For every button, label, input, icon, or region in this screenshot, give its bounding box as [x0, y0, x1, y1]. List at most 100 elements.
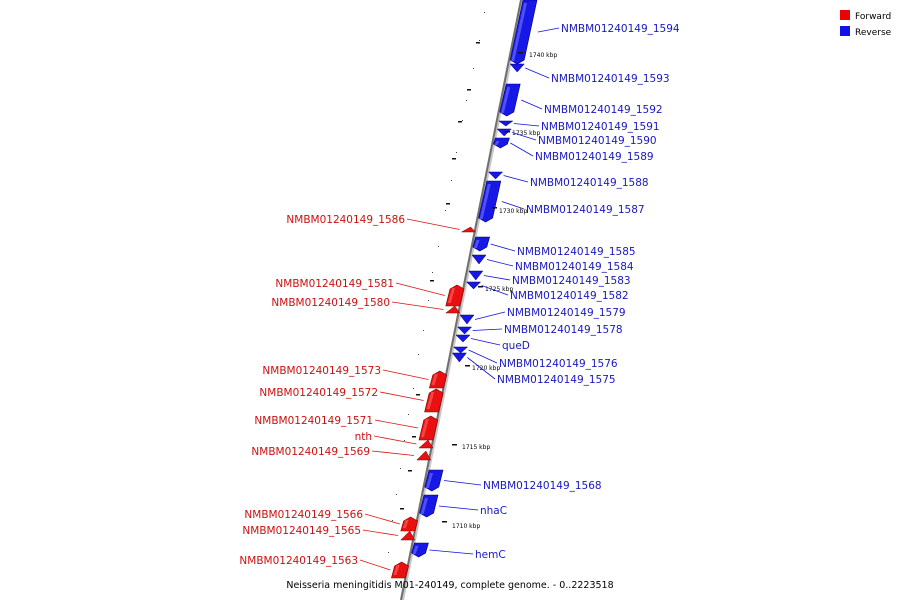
gene-feature-NMBM01240149_1573[interactable]	[429, 370, 448, 389]
gene-leader-line	[501, 201, 525, 210]
gene-label[interactable]: NMBM01240149_1589	[535, 151, 654, 163]
gene-label[interactable]: NMBM01240149_1583	[512, 275, 631, 287]
gene-leader-line	[468, 349, 498, 364]
gene-label[interactable]: nhaC	[480, 505, 507, 517]
ring-dash	[408, 470, 412, 472]
gene-feature-NMBM01240149_1583[interactable]	[468, 270, 484, 281]
gene-feature-NMBM01240149_1569[interactable]	[416, 450, 432, 461]
gene-feature-NMBM01240149_1591[interactable]	[498, 120, 514, 127]
gene-arrow	[498, 120, 514, 127]
gene-arrow	[445, 305, 461, 314]
gene-label[interactable]: NMBM01240149_1578	[504, 324, 623, 336]
gene-label[interactable]: NMBM01240149_1587	[526, 204, 645, 216]
gene-label[interactable]: NMBM01240149_1584	[515, 261, 634, 273]
gene-label[interactable]: NMBM01240149_1573	[262, 365, 381, 377]
ring-dot	[428, 300, 429, 301]
gene-label[interactable]: NMBM01240149_1585	[517, 246, 636, 258]
gene-feature-NMBM01240149_1586[interactable]	[460, 226, 477, 233]
gene-feature-hemC[interactable]	[411, 542, 429, 558]
gene-feature-NMBM01240149_1580[interactable]	[445, 305, 461, 314]
ring-dash	[458, 121, 462, 123]
gene-label[interactable]: NMBM01240149_1563	[239, 555, 358, 567]
gene-feature-NMBM01240149_1575[interactable]	[451, 352, 467, 363]
ring-dash	[467, 89, 471, 91]
gene-leader-line	[379, 391, 424, 401]
gene-label[interactable]: NMBM01240149_1572	[259, 387, 378, 399]
gene-leader-line	[429, 549, 474, 555]
scale-tick-mark	[492, 207, 497, 209]
gene-leader-line	[362, 529, 399, 536]
gene-bevel	[393, 565, 400, 575]
gene-label[interactable]: NMBM01240149_1592	[544, 104, 663, 116]
gene-label[interactable]: NMBM01240149_1571	[254, 415, 373, 427]
gene-arrow	[471, 254, 487, 265]
gene-label[interactable]: NMBM01240149_1579	[507, 307, 626, 319]
gene-label[interactable]: queD	[502, 340, 530, 352]
ring-dot	[404, 440, 405, 441]
ring-dot	[466, 100, 467, 101]
gene-label[interactable]: NMBM01240149_1580	[271, 297, 390, 309]
gene-bevel	[473, 240, 480, 248]
scale-tick-mark	[442, 521, 447, 523]
gene-feature-NMBM01240149_1587[interactable]	[478, 180, 502, 223]
gene-leader-line	[391, 301, 444, 310]
gene-feature-NMBM01240149_1563[interactable]	[391, 561, 409, 579]
gene-feature-nhaC[interactable]	[419, 494, 439, 518]
ring-dot	[451, 180, 452, 181]
gene-feature-NMBM01240149_1572[interactable]	[424, 388, 444, 413]
gene-label[interactable]: NMBM01240149_1591	[541, 121, 660, 133]
gene-label[interactable]: NMBM01240149_1593	[551, 73, 670, 85]
gene-label[interactable]: NMBM01240149_1566	[244, 509, 363, 521]
gene-leader-line	[490, 243, 516, 252]
gene-feature-NMBM01240149_1584[interactable]	[471, 254, 487, 265]
gene-bevel	[511, 3, 527, 61]
ring-dash	[452, 158, 456, 160]
gene-feature-NMBM01240149_1568[interactable]	[424, 469, 444, 492]
gene-feature-NMBM01240149_1589[interactable]	[493, 137, 510, 149]
gene-feature-NMBM01240149_1582[interactable]	[465, 281, 482, 290]
scale-tick-mark	[505, 131, 510, 133]
gene-label[interactable]: NMBM01240149_1565	[242, 525, 361, 537]
gene-label[interactable]: NMBM01240149_1568	[483, 480, 602, 492]
gene-label[interactable]: NMBM01240149_1588	[530, 177, 649, 189]
ring-dash	[412, 436, 416, 438]
gene-leader-line	[470, 338, 501, 346]
gene-feature-NMBM01240149_1571[interactable]	[418, 415, 439, 441]
gene-bevel	[402, 520, 409, 528]
gene-feature-nth[interactable]	[418, 439, 434, 449]
gene-feature-NMBM01240149_1579[interactable]	[459, 314, 475, 325]
gene-arrow	[459, 314, 475, 325]
gene-bevel	[447, 288, 455, 303]
gene-feature-NMBM01240149_1576[interactable]	[452, 346, 469, 354]
gene-feature-NMBM01240149_1566[interactable]	[400, 516, 418, 532]
gene-label[interactable]: nth	[355, 431, 372, 443]
gene-feature-queD[interactable]	[455, 334, 471, 343]
gene-feature-NMBM01240149_1592[interactable]	[499, 83, 521, 117]
scale-tick-mark	[465, 365, 470, 367]
scale-tick-mark	[518, 52, 523, 54]
gene-leader-line	[359, 559, 391, 571]
gene-leader-line	[503, 175, 529, 183]
gene-feature-NMBM01240149_1588[interactable]	[487, 171, 504, 180]
gene-feature-NMBM01240149_1593[interactable]	[509, 63, 525, 73]
gene-leader-line	[510, 142, 534, 157]
ring-dash	[400, 508, 404, 510]
gene-label[interactable]: NMBM01240149_1590	[538, 135, 657, 147]
gene-label[interactable]: NMBM01240149_1576	[499, 358, 618, 370]
gene-label[interactable]: NMBM01240149_1594	[561, 23, 680, 35]
gene-feature-NMBM01240149_1565[interactable]	[400, 530, 416, 541]
gene-bevel	[420, 498, 428, 514]
gene-label[interactable]: hemC	[475, 549, 506, 561]
ring-dot	[445, 210, 446, 211]
gene-label[interactable]: NMBM01240149_1582	[510, 290, 629, 302]
gene-feature-NMBM01240149_1581[interactable]	[445, 284, 465, 307]
gene-feature-NMBM01240149_1578[interactable]	[456, 326, 473, 335]
legend-reverse-label: Reverse	[855, 28, 892, 38]
gene-label[interactable]: NMBM01240149_1586	[286, 214, 405, 226]
gene-label[interactable]: NMBM01240149_1575	[497, 374, 616, 386]
gene-label[interactable]: NMBM01240149_1581	[275, 278, 394, 290]
gene-feature-NMBM01240149_1594[interactable]	[509, 0, 538, 65]
gene-feature-NMBM01240149_1585[interactable]	[472, 236, 490, 252]
gene-arrow	[416, 450, 432, 461]
gene-label[interactable]: NMBM01240149_1569	[251, 446, 370, 458]
